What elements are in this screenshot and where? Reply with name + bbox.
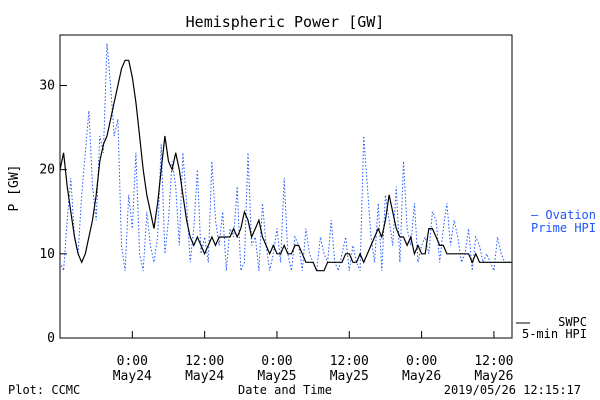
legend: — Ovation Prime HPI SWPC 5-min HPI bbox=[516, 208, 596, 341]
x-tick-date-label: May26 bbox=[474, 369, 513, 384]
y-tick-label: 10 bbox=[39, 247, 55, 262]
legend-ovation-line1: — Ovation bbox=[531, 208, 596, 222]
chart-title: Hemispheric Power [GW] bbox=[186, 13, 385, 31]
x-axis-label: Date and Time bbox=[238, 383, 332, 397]
y-tick-label: 0 bbox=[47, 331, 55, 346]
y-tick-label: 20 bbox=[39, 163, 55, 178]
legend-swpc-line1: SWPC bbox=[558, 315, 587, 329]
x-tick-time-label: 0:00 bbox=[117, 354, 148, 369]
x-tick-time-label: 0:00 bbox=[406, 354, 437, 369]
plot-credit: Plot: CCMC bbox=[8, 383, 80, 397]
legend-ovation-line2: Prime HPI bbox=[531, 221, 596, 235]
y-axis-ticks: 0 10 20 30 bbox=[39, 79, 67, 346]
timestamp: 2019/05/26 12:15:17 bbox=[444, 383, 581, 397]
x-tick-time-label: 12:00 bbox=[330, 354, 369, 369]
x-tick-date-label: May25 bbox=[257, 369, 296, 384]
series-group bbox=[59, 43, 512, 273]
y-tick-label: 30 bbox=[39, 79, 55, 94]
x-tick-date-label: May26 bbox=[402, 369, 441, 384]
y-axis-label: P [GW] bbox=[7, 165, 22, 212]
x-tick-date-label: May24 bbox=[113, 369, 152, 384]
plot-frame bbox=[59, 34, 513, 339]
x-tick-date-label: May25 bbox=[330, 369, 369, 384]
x-tick-time-label: 0:00 bbox=[261, 354, 292, 369]
series-line-swpc bbox=[59, 59, 512, 272]
legend-swpc-line2: 5-min HPI bbox=[522, 327, 587, 341]
series-line-ovation-prime bbox=[59, 43, 512, 273]
x-tick-date-label: May24 bbox=[185, 369, 224, 384]
x-axis-ticks: 0:00May2412:00May240:00May2512:00May250:… bbox=[113, 331, 513, 384]
x-tick-time-label: 12:00 bbox=[474, 354, 513, 369]
x-tick-time-label: 12:00 bbox=[185, 354, 224, 369]
